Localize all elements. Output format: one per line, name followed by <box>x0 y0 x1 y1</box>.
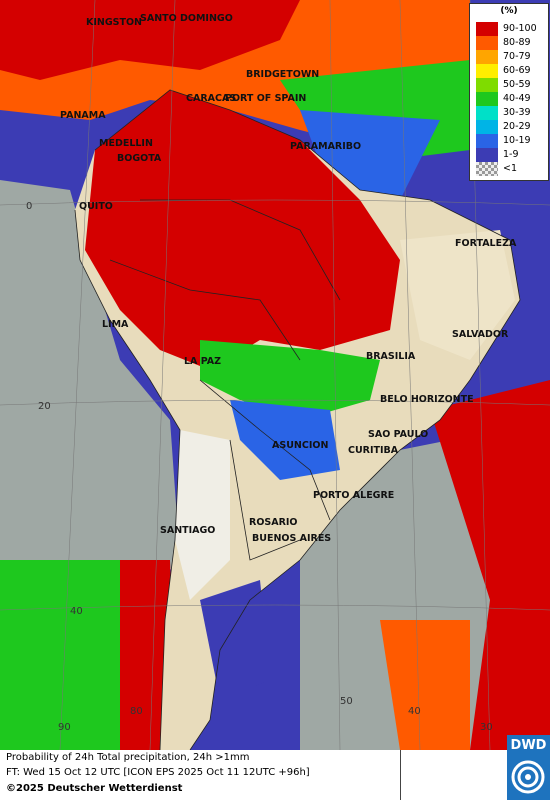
city-label: BRIDGETOWN <box>246 69 319 80</box>
south-atlantic-front <box>430 380 550 750</box>
legend: (%) 90-100 80-89 70-79 60-69 50-59 40-49… <box>469 3 549 181</box>
caribbean-high-zone <box>0 0 300 80</box>
dwd-logo-text: DWD <box>510 738 547 753</box>
legend-label: 80-89 <box>503 37 531 48</box>
footer-divider <box>400 750 401 800</box>
legend-label: 1-9 <box>503 149 519 160</box>
legend-label: 10-19 <box>503 135 531 146</box>
legend-label: 20-29 <box>503 121 531 132</box>
legend-swatch <box>476 162 498 176</box>
legend-unit: (%) <box>500 6 518 16</box>
precipitation-probability-map: 0 20 40 90 80 50 40 30 KINGSTON SANTO DO… <box>0 0 550 750</box>
legend-entry: 90-100 <box>476 22 546 36</box>
legend-label: 30-39 <box>503 107 531 118</box>
south-pacific-high-zone <box>120 560 175 750</box>
swirl-icon <box>511 760 545 794</box>
legend-entry: 30-39 <box>476 106 546 120</box>
city-label: SANTO DOMINGO <box>140 13 233 24</box>
city-labels: KINGSTON SANTO DOMINGO BRIDGETOWN CARACA… <box>60 13 517 544</box>
city-label: CURITIBA <box>348 445 399 456</box>
footer-caption: Probability of 24h Total precipitation, … <box>0 750 550 800</box>
legend-swatch <box>476 148 498 162</box>
legend-entry: <1 <box>476 162 546 176</box>
city-label: CARACAS <box>186 93 236 104</box>
northeast-brazil-dry <box>400 230 515 360</box>
andes-dry-zone <box>175 430 230 600</box>
city-label: PORTO ALEGRE <box>313 490 394 501</box>
legend-label: 60-69 <box>503 65 531 76</box>
legend-entry: 70-79 <box>476 50 546 64</box>
grid-label-40-lat: 40 <box>70 606 83 617</box>
legend-entry: 20-29 <box>476 120 546 134</box>
legend-label: 50-59 <box>503 79 531 90</box>
city-label: BELO HORIZONTE <box>380 394 474 405</box>
legend-swatch <box>476 92 498 106</box>
legend-swatch <box>476 36 498 50</box>
city-label: FORTALEZA <box>455 238 517 249</box>
city-label: MEDELLIN <box>99 138 153 149</box>
city-label: BRASILIA <box>366 351 416 362</box>
legend-swatch <box>476 120 498 134</box>
south-atlantic-orange-zone <box>380 620 470 750</box>
legend-swatch <box>476 106 498 120</box>
city-label: SANTIAGO <box>160 525 215 536</box>
dwd-logo: DWD <box>507 735 550 800</box>
legend-swatch <box>476 50 498 64</box>
legend-entry: 40-49 <box>476 92 546 106</box>
city-label: PORT OF SPAIN <box>225 93 306 104</box>
city-label: QUITO <box>79 201 113 212</box>
legend-swatch <box>476 64 498 78</box>
city-label: SAO PAULO <box>368 429 428 440</box>
city-label: PARAMARIBO <box>290 141 361 152</box>
city-label: SALVADOR <box>452 329 509 340</box>
copyright: ©2025 Deutscher Wetterdienst <box>6 783 183 794</box>
grid-label-90: 90 <box>58 722 71 733</box>
city-label: LA PAZ <box>184 356 221 367</box>
country-borders <box>74 89 521 750</box>
amazon-high-precip <box>85 90 400 370</box>
city-label: KINGSTON <box>86 17 142 28</box>
legend-swatch <box>476 78 498 92</box>
legend-entry: 60-69 <box>476 64 546 78</box>
city-label: LIMA <box>102 319 129 330</box>
legend-swatch <box>476 134 498 148</box>
city-label: PANAMA <box>60 110 106 121</box>
city-label: BUENOS AIRES <box>252 533 331 544</box>
city-label: ROSARIO <box>249 517 298 528</box>
grid-label-50: 50 <box>340 696 353 707</box>
legend-entry: 10-19 <box>476 134 546 148</box>
legend-label: <1 <box>503 163 518 174</box>
legend-entry: 1-9 <box>476 148 546 162</box>
grid-label-0: 0 <box>26 201 32 212</box>
city-label: BOGOTA <box>117 153 162 164</box>
chaco-low-precip <box>230 400 340 480</box>
grid-label-80: 80 <box>130 706 143 717</box>
legend-swatch <box>476 22 498 36</box>
legend-label: 90-100 <box>503 23 537 34</box>
forecast-time: FT: Wed 15 Oct 12 UTC [ICON EPS 2025 Oct… <box>6 767 310 778</box>
legend-label: 70-79 <box>503 51 531 62</box>
legend-entry: 50-59 <box>476 78 546 92</box>
grid-label-30: 30 <box>480 722 493 733</box>
city-label: ASUNCION <box>272 440 328 451</box>
product-title: Probability of 24h Total precipitation, … <box>6 752 250 763</box>
graticule <box>0 0 550 750</box>
legend-label: 40-49 <box>503 93 531 104</box>
grid-label-40-lon: 40 <box>408 706 421 717</box>
pacific-dry-zone <box>0 180 180 600</box>
grid-label-20: 20 <box>38 401 51 412</box>
legend-entry: 80-89 <box>476 36 546 50</box>
